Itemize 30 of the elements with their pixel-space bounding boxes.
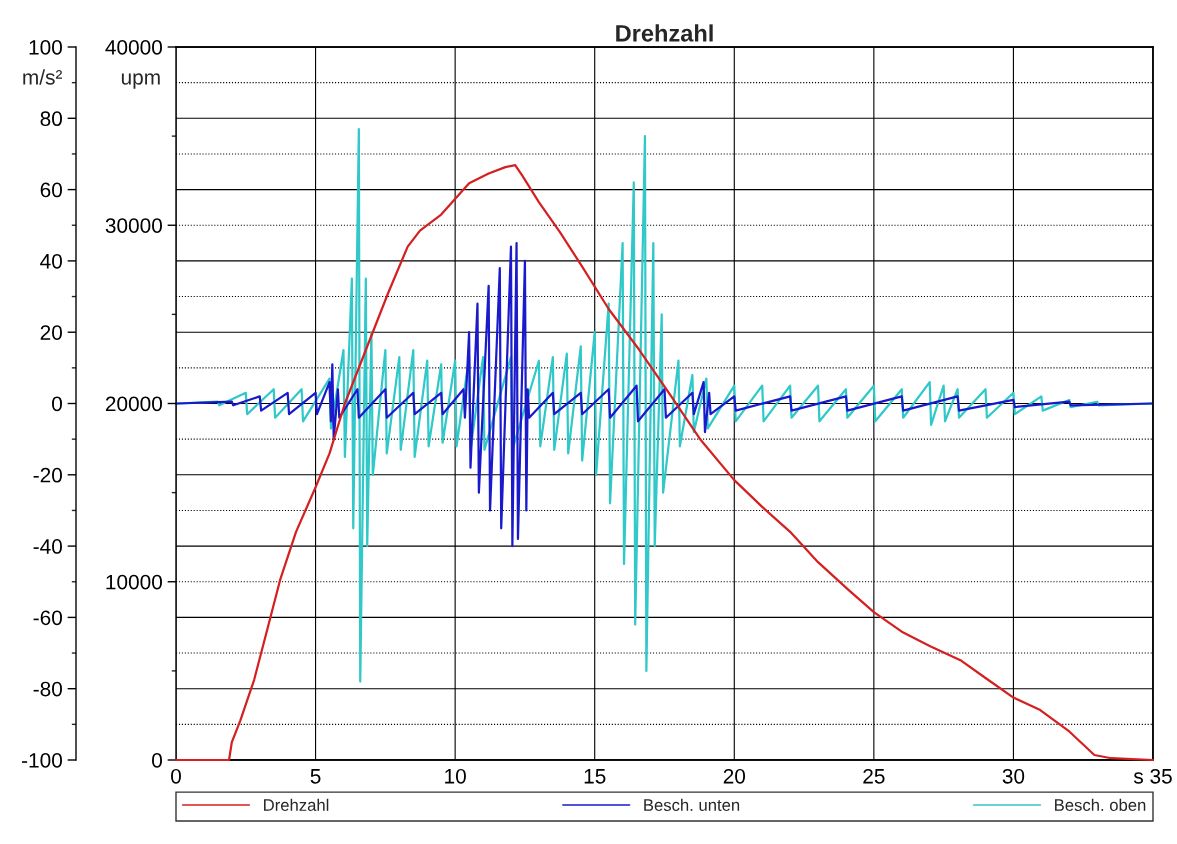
legend-label: Besch. oben	[1055, 798, 1146, 811]
x-tick-label: 20	[723, 768, 746, 784]
y-tick-label: 40	[40, 253, 62, 269]
y2-tick-label: 10000	[106, 574, 162, 590]
y2-tick-label: 20000	[105, 396, 162, 412]
y2-tick-label: 0	[152, 753, 162, 768]
y-tick-label: 0	[52, 396, 62, 412]
y-tick-label: -60	[33, 610, 62, 626]
y2-axis-title: upm	[121, 73, 160, 89]
x-tick-label: 10	[445, 768, 466, 784]
x-tick-label: s 35	[1133, 768, 1172, 784]
y-tick-label: -80	[33, 681, 62, 697]
chart-title: Drehzahl	[616, 24, 713, 42]
y2-tick-label: 40000	[105, 40, 162, 55]
y-tick-label: 60	[40, 182, 62, 198]
y-tick-label: 100	[29, 40, 62, 55]
legend-label: Drehzahl	[264, 798, 329, 811]
x-tick-label: 30	[1002, 768, 1025, 784]
y2-tick-label: 30000	[105, 218, 162, 233]
y-tick-label: -100	[22, 753, 62, 768]
x-tick-label: 25	[863, 768, 885, 784]
y-axis-title: m/s²	[23, 69, 62, 85]
y-tick-label: 80	[40, 111, 62, 127]
y-tick-label: -20	[33, 467, 62, 483]
legend-label: Besch. unten	[644, 798, 740, 811]
x-tick-label: 0	[171, 768, 181, 784]
x-tick-label: 5	[310, 769, 321, 784]
y-tick-label: -40	[33, 539, 62, 554]
y-tick-label: 20	[40, 325, 62, 340]
x-tick-label: 15	[584, 769, 606, 784]
